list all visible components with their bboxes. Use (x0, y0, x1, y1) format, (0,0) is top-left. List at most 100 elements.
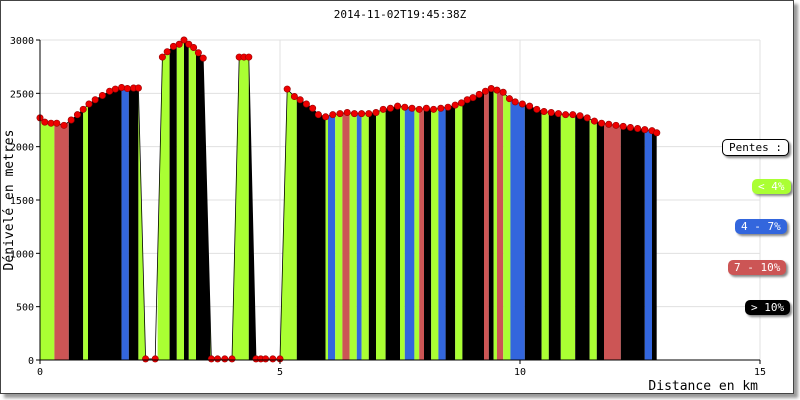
slope-band (414, 40, 420, 360)
data-point (336, 110, 344, 118)
data-point (283, 85, 291, 93)
x-tick-label: 15 (754, 367, 766, 378)
data-point (79, 105, 87, 113)
data-point (481, 87, 489, 95)
data-point (634, 125, 642, 133)
slope-band (385, 40, 400, 360)
data-point (444, 103, 452, 111)
data-point (386, 104, 394, 112)
slope-band (438, 40, 446, 360)
slope-band (328, 40, 336, 360)
data-point (118, 83, 126, 91)
y-axis-title: Dénivelé en metres (2, 130, 17, 271)
data-point (569, 111, 577, 119)
data-point (269, 355, 277, 363)
data-point (322, 113, 330, 121)
slope-band (493, 40, 497, 360)
data-point (73, 111, 81, 119)
data-point (562, 111, 570, 119)
data-point (533, 105, 541, 113)
data-point (547, 109, 555, 117)
legend-item-7-10: 7 - 10% (728, 260, 787, 275)
slope-band (589, 40, 597, 360)
data-point (415, 105, 423, 113)
data-point (111, 85, 119, 93)
slope-band (356, 40, 362, 360)
data-point (245, 53, 253, 61)
data-point (314, 111, 322, 119)
slope-band (644, 40, 652, 360)
slope-band (419, 40, 424, 360)
data-point (302, 100, 310, 108)
y-tick-label: 3000 (10, 36, 34, 47)
slope-band (431, 40, 439, 360)
slope-band (361, 40, 369, 360)
slope-band (121, 40, 129, 360)
data-point (180, 36, 188, 44)
data-point (641, 126, 649, 134)
tick-labels: 0 5 10 15 0 500 1000 1500 2000 2500 3000 (10, 36, 766, 378)
data-point (408, 104, 416, 112)
data-point (214, 355, 222, 363)
y-tick-label: 1500 (10, 196, 34, 207)
slope-band (524, 40, 542, 360)
y-tick-label: 2500 (10, 89, 34, 100)
data-point (511, 98, 519, 106)
data-point (228, 355, 236, 363)
data-point (85, 100, 93, 108)
slope-band (184, 40, 189, 360)
data-point (123, 85, 131, 93)
slope-band (376, 40, 386, 360)
data-point (401, 103, 409, 111)
data-point (365, 110, 373, 118)
data-point (134, 84, 142, 92)
x-axis-title: Distance en km (648, 379, 758, 394)
slope-band (83, 40, 88, 360)
slope-band (325, 40, 328, 360)
data-point (158, 53, 166, 61)
data-point (67, 116, 75, 124)
data-point (290, 93, 298, 101)
data-point (53, 119, 61, 127)
slope-band (503, 40, 511, 360)
data-point (475, 90, 483, 98)
data-point (590, 117, 598, 125)
data-points (36, 36, 661, 363)
data-point (554, 110, 562, 118)
data-point (422, 104, 430, 112)
slope-band (342, 40, 350, 360)
data-point (163, 48, 171, 56)
chart-title: 2014-11-02T19:45:38Z (334, 8, 467, 21)
slope-band (548, 40, 561, 360)
data-point (91, 96, 99, 104)
data-point (605, 120, 613, 128)
slope-band (335, 40, 343, 360)
data-point (372, 109, 380, 117)
legend-item-gt10: > 10% (745, 300, 791, 315)
slope-band (484, 40, 489, 360)
slope-band (445, 40, 456, 360)
slope-band (455, 40, 463, 360)
data-point (343, 109, 351, 117)
data-point (169, 42, 177, 50)
slope-band (541, 40, 549, 360)
slope-band (169, 40, 177, 360)
data-point (598, 119, 606, 127)
data-point (457, 99, 465, 107)
y-tick-label: 0 (28, 356, 34, 367)
data-point (262, 355, 270, 363)
data-point (451, 101, 459, 109)
data-point (358, 110, 366, 118)
y-tick-label: 500 (16, 303, 34, 314)
data-point (518, 100, 526, 108)
data-point (207, 355, 215, 363)
data-point (394, 102, 402, 110)
data-point (619, 122, 627, 130)
legend-item-lt4: < 4% (752, 179, 791, 194)
data-point (379, 105, 387, 113)
slope-band (462, 40, 484, 360)
data-point (296, 96, 304, 104)
data-point (583, 114, 591, 122)
slope-band (404, 40, 415, 360)
